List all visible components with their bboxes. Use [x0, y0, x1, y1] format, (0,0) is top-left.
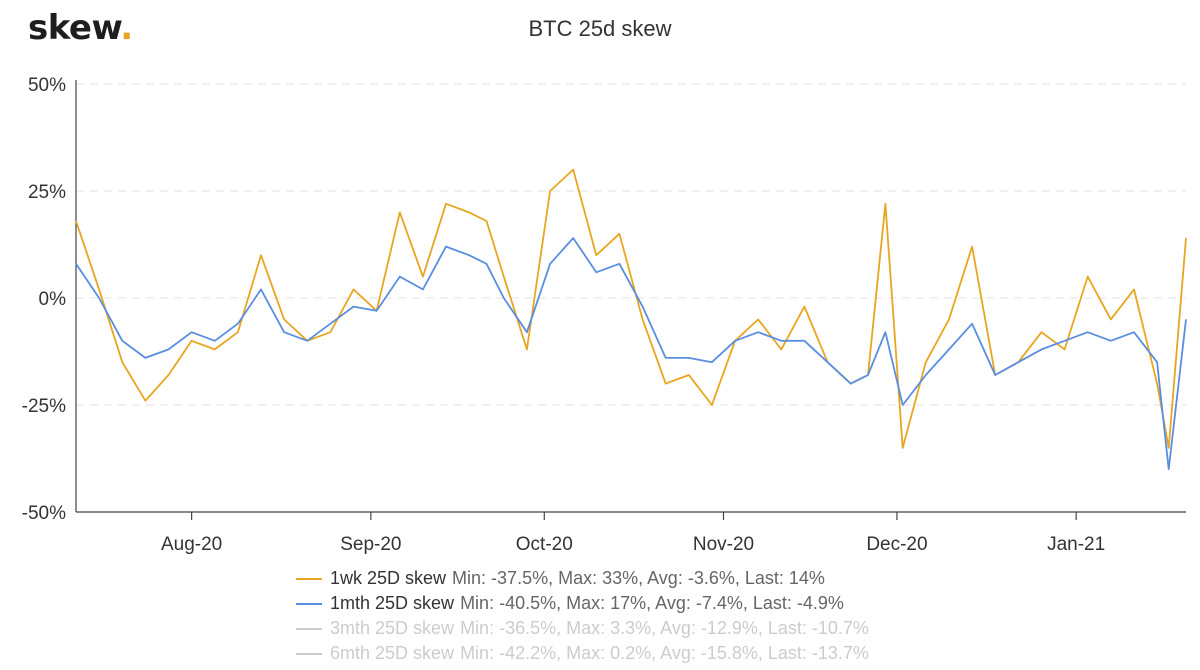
legend-item[interactable]: 6mth 25D skew Min: -42.2%, Max: 0.2%, Avg… [296, 641, 869, 666]
x-tick-label: Dec-20 [866, 534, 927, 555]
legend-swatch [296, 577, 322, 580]
series-line-0 [75, 168, 1187, 449]
legend-series-stats: Min: -37.5%, Max: 33%, Avg: -3.6%, Last:… [452, 568, 825, 588]
legend-item[interactable]: 1wk 25D skew Min: -37.5%, Max: 33%, Avg: … [296, 566, 869, 591]
legend-series-stats: Min: -40.5%, Max: 17%, Avg: -7.4%, Last:… [460, 593, 844, 613]
legend-swatch [296, 627, 322, 630]
x-tick-label: Oct-20 [516, 534, 573, 555]
x-tick-label: Jan-21 [1047, 534, 1105, 555]
legend-swatch [296, 652, 322, 655]
y-tick-label: 25% [28, 182, 66, 203]
legend-series-name: 1wk 25D skew [330, 568, 447, 588]
chart-legend: 1wk 25D skew Min: -37.5%, Max: 33%, Avg: … [296, 566, 869, 666]
logo-dot: . [120, 8, 133, 48]
y-tick-label: 0% [39, 289, 67, 310]
x-tick-label: Nov-20 [693, 534, 754, 555]
y-tick-label: -25% [22, 396, 66, 417]
legend-series-stats: Min: -36.5%, Max: 3.3%, Avg: -12.9%, Las… [460, 618, 869, 638]
grid-lines [76, 83, 1186, 406]
y-tick-label: 50% [28, 75, 66, 96]
legend-series-name: 3mth 25D skew [330, 618, 455, 638]
series-lines [75, 168, 1187, 471]
legend-item[interactable]: 3mth 25D skew Min: -36.5%, Max: 3.3%, Avg… [296, 616, 869, 641]
x-tick-label: Aug-20 [161, 534, 222, 555]
x-tick-labels: Aug-20 Sep-20 Oct-20 Nov-20 Dec-20 Jan-21 [161, 534, 1105, 555]
chart-title: BTC 25d skew [528, 16, 672, 41]
legend-swatch [296, 602, 322, 605]
legend-series-stats: Min: -42.2%, Max: 0.2%, Avg: -15.8%, Las… [460, 643, 869, 663]
skew-logo: skew. [28, 8, 133, 48]
legend-series-name: 6mth 25D skew [330, 643, 455, 663]
legend-series-name: 1mth 25D skew [330, 593, 455, 613]
x-tick-label: Sep-20 [340, 534, 401, 555]
y-tick-labels: 50% 25% 0% -25% -50% [22, 75, 66, 524]
series-line-1 [75, 237, 1187, 471]
logo-text: skew [28, 8, 121, 48]
legend-item[interactable]: 1mth 25D skew Min: -40.5%, Max: 17%, Avg:… [296, 591, 869, 616]
y-tick-label: -50% [22, 503, 66, 524]
axes [75, 80, 1186, 520]
